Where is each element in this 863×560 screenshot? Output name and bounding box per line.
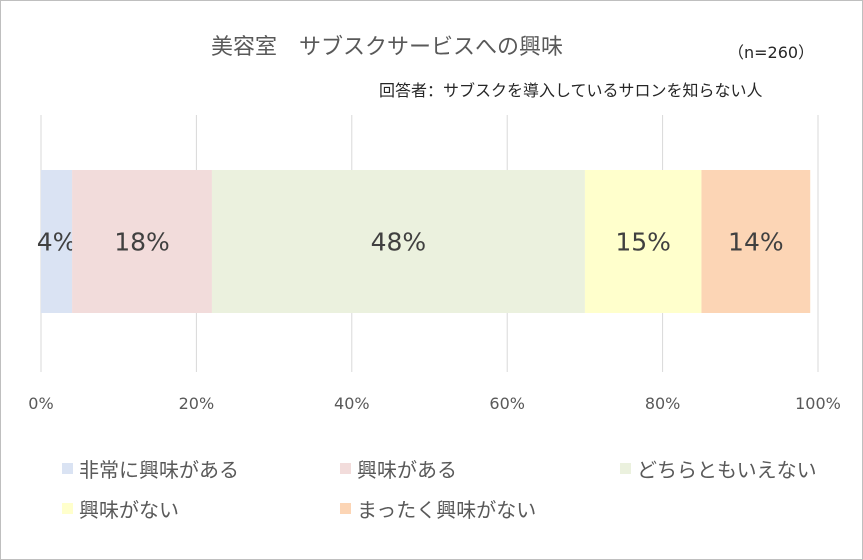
- x-tick-label: 100%: [795, 394, 841, 413]
- x-tick-label: 20%: [179, 394, 215, 413]
- x-tick-label: 60%: [489, 394, 525, 413]
- respondent-note: 回答者：サブスクを導入しているサロンを知らない人: [379, 81, 763, 100]
- x-tick-label: 0%: [28, 394, 53, 413]
- data-label: 48%: [371, 228, 427, 257]
- data-label: 4%: [37, 228, 77, 257]
- bar-segment: [701, 170, 811, 313]
- sample-size: （n=260）: [728, 43, 815, 62]
- bar-segment: [41, 170, 73, 313]
- x-tick-label: 40%: [334, 394, 370, 413]
- chart-title: 美容室 サブスクサービスへの興味: [211, 35, 564, 60]
- data-label: 14%: [728, 228, 784, 257]
- data-label: 15%: [615, 228, 671, 257]
- data-label: 18%: [114, 228, 170, 257]
- bar-segment: [72, 170, 212, 313]
- bar-segment: [584, 170, 702, 313]
- bar-segment: [211, 170, 585, 313]
- x-tick-label: 80%: [645, 394, 681, 413]
